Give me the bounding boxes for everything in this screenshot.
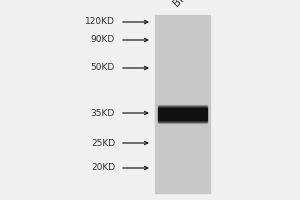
Bar [155,15,210,193]
Bar [158,120,207,121]
Text: 20KD: 20KD [91,164,115,172]
Bar [158,123,207,124]
Text: 25KD: 25KD [91,138,115,148]
Bar [158,122,207,123]
Bar [158,106,207,107]
Text: 120KD: 120KD [85,18,115,26]
Text: Brain: Brain [171,0,197,8]
Text: 50KD: 50KD [91,64,115,72]
Bar [158,105,207,106]
Bar [158,121,207,122]
Bar [158,108,207,120]
Bar [158,104,207,105]
Text: 90KD: 90KD [91,36,115,45]
Text: 35KD: 35KD [91,108,115,117]
Bar [158,107,207,108]
